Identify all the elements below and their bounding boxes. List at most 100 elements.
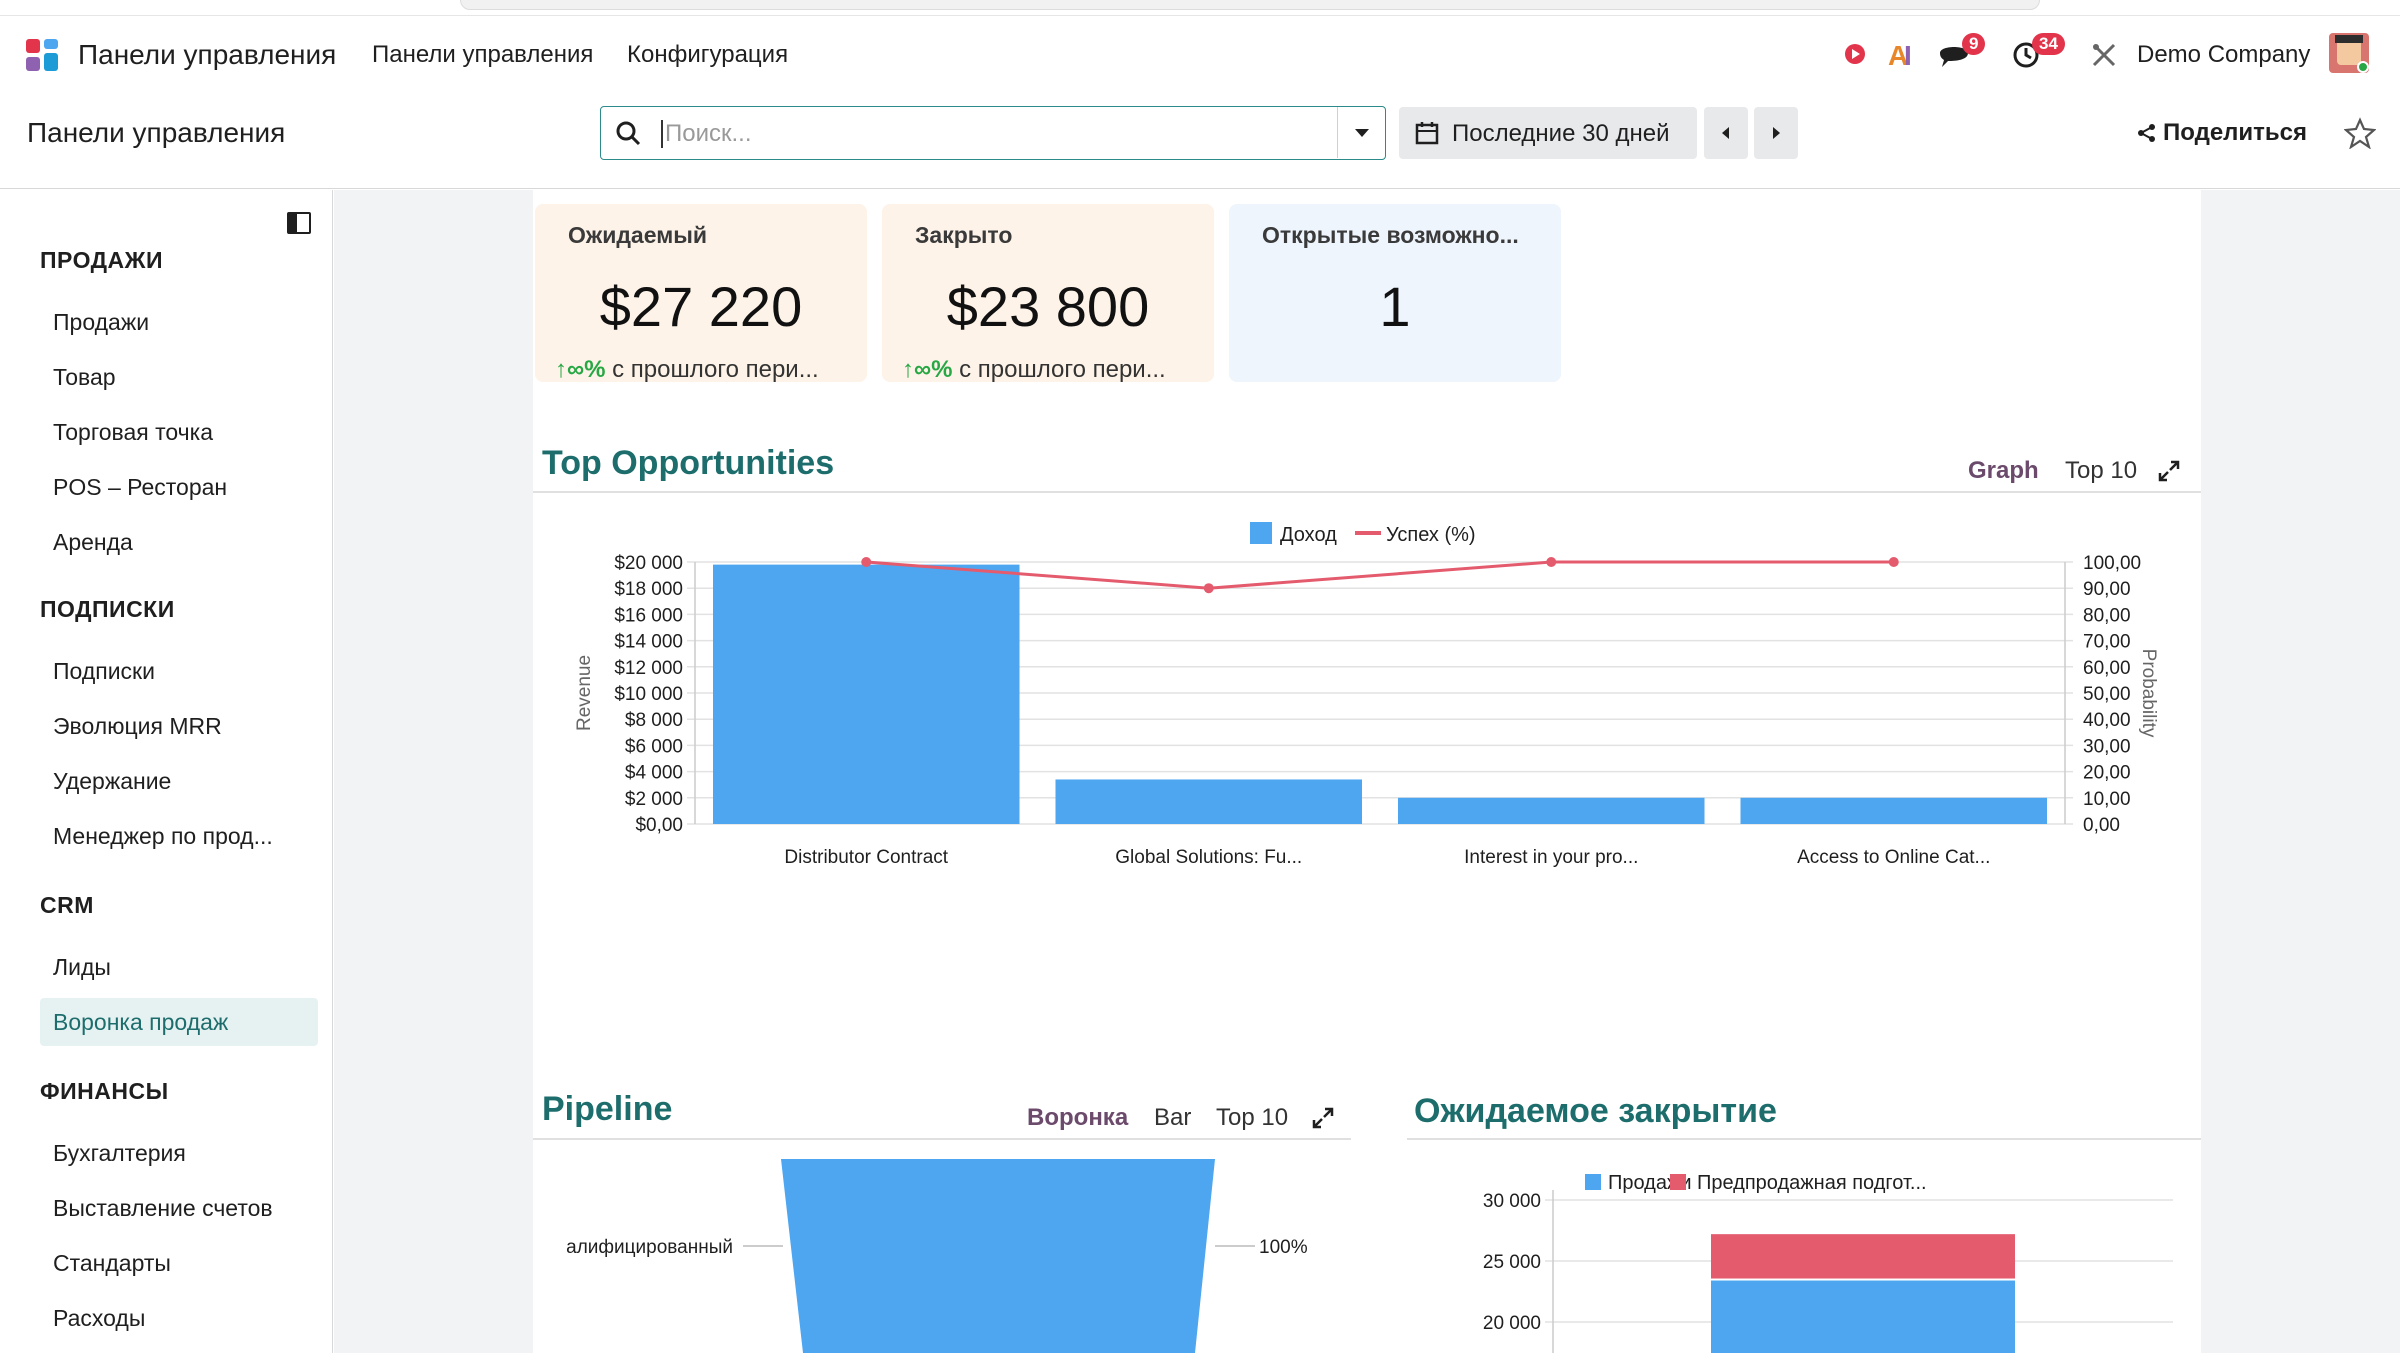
top-opportunities-chart[interactable]: $0,00 $2 000 $4 000 $6 000 $8 000 $10 000 $12 … bbox=[533, 512, 2201, 912]
y-tick-label: 20 000 bbox=[1483, 1313, 1541, 1334]
sidebar-item-invoicing[interactable]: Выставление счетов bbox=[53, 1195, 273, 1221]
company-switcher[interactable]: Demo Company bbox=[2137, 41, 2311, 68]
record-icon[interactable] bbox=[1843, 42, 1867, 66]
dashboard-main: Ожидаемый $27 220 ↑∞% с прошлого пери...… bbox=[334, 190, 2400, 1353]
ai-icon[interactable]: A I bbox=[1888, 39, 1920, 69]
menu-dashboards[interactable]: Панели управления bbox=[372, 41, 594, 68]
sidebar-section-sales: ПРОДАЖИ bbox=[40, 247, 163, 273]
view-bar-button[interactable]: Bar bbox=[1154, 1104, 1192, 1131]
sidebar-toggle-icon[interactable] bbox=[287, 212, 311, 234]
user-avatar[interactable] bbox=[2329, 33, 2369, 73]
date-filter-button[interactable]: Последние 30 дней bbox=[1399, 107, 1697, 159]
sidebar-item-expenses[interactable]: Расходы bbox=[53, 1305, 146, 1331]
share-icon bbox=[2138, 124, 2155, 142]
activities-clock-icon[interactable] bbox=[2012, 41, 2040, 69]
y2-tick-label: 80,00 bbox=[2083, 605, 2131, 626]
favorite-star-icon[interactable] bbox=[2344, 117, 2376, 149]
y-tick-label: $2 000 bbox=[625, 789, 683, 810]
sidebar-item-sales[interactable]: Продажи bbox=[53, 309, 150, 335]
top-10-button[interactable]: Top 10 bbox=[2065, 457, 2138, 484]
apps-menu-icon[interactable] bbox=[24, 37, 62, 75]
search-bar[interactable]: Поиск... bbox=[600, 106, 1386, 160]
section-divider bbox=[533, 1138, 1351, 1140]
kpi-delta: ↑∞% с прошлого пери... bbox=[555, 356, 819, 384]
expand-icon[interactable] bbox=[2158, 460, 2180, 482]
sidebar-item-standards[interactable]: Стандарты bbox=[53, 1250, 171, 1276]
legend-label-probability: Успех (%) bbox=[1386, 524, 1476, 546]
search-icon bbox=[616, 121, 641, 146]
messages-icon[interactable] bbox=[1938, 41, 1970, 69]
share-button[interactable]: Поделиться bbox=[2137, 119, 2307, 147]
y-tick-label: $0,00 bbox=[635, 815, 683, 836]
expand-icon[interactable] bbox=[1312, 1107, 1334, 1129]
legend-swatch-revenue bbox=[1250, 522, 1272, 544]
sidebar-item-mrr-evolution[interactable]: Эволюция MRR bbox=[53, 713, 222, 739]
kpi-title: Открытые возможно... bbox=[1262, 222, 1519, 248]
sidebar-item-retention[interactable]: Удержание bbox=[53, 768, 172, 794]
line-probability bbox=[866, 560, 1894, 590]
pipeline-funnel-chart[interactable]: алифицированный 100% bbox=[533, 1150, 1351, 1353]
sidebar-item-sales-manager[interactable]: Менеджер по прод... bbox=[53, 823, 273, 849]
sidebar-item-pos-restaurant[interactable]: POS – Ресторан bbox=[53, 474, 228, 500]
previous-period-button[interactable] bbox=[1704, 107, 1748, 159]
sidebar-item-pipeline[interactable]: Воронка продаж bbox=[40, 998, 318, 1046]
next-period-button[interactable] bbox=[1754, 107, 1798, 159]
kpi-delta-text: с прошлого пери... bbox=[612, 356, 819, 383]
y2-tick-label: 10,00 bbox=[2083, 789, 2131, 810]
x-tick-label: Distributor Contract bbox=[784, 847, 948, 868]
funnel-stage-pct: 100% bbox=[1259, 1237, 1308, 1258]
sidebar-item-rental[interactable]: Аренда bbox=[53, 529, 133, 555]
caret-down-icon bbox=[1355, 129, 1369, 137]
y2-tick-label: 90,00 bbox=[2083, 579, 2131, 600]
sidebar-item-leads[interactable]: Лиды bbox=[53, 954, 111, 980]
section-title-expected-closing: Ожидаемое закрытие bbox=[1414, 1092, 1777, 1130]
tools-icon[interactable] bbox=[2091, 42, 2117, 68]
y-tick-label: $12 000 bbox=[614, 658, 683, 679]
date-filter-label: Последние 30 дней bbox=[1452, 120, 1670, 147]
search-input[interactable]: Поиск... bbox=[661, 120, 752, 148]
menu-configuration[interactable]: Конфигурация bbox=[627, 41, 789, 68]
view-graph-button[interactable]: Graph bbox=[1968, 457, 2039, 484]
point-probability bbox=[861, 557, 872, 567]
point-probability bbox=[1203, 583, 1214, 594]
kpi-card-closed[interactable]: Закрыто $23 800 ↑∞% с прошлого пери... bbox=[882, 204, 1214, 383]
y2-tick-label: 50,00 bbox=[2083, 684, 2131, 705]
top-10-button[interactable]: Top 10 bbox=[1216, 1104, 1289, 1131]
address-bar[interactable] bbox=[460, 0, 2040, 10]
svg-text:I: I bbox=[1904, 40, 1912, 69]
bar-revenue bbox=[713, 564, 1020, 824]
bar-revenue bbox=[1055, 779, 1362, 824]
app-title[interactable]: Панели управления bbox=[78, 39, 337, 70]
x-tick-label: Interest in your pro... bbox=[1464, 847, 1638, 868]
sidebar-section-subscriptions: ПОДПИСКИ bbox=[40, 596, 175, 622]
caret-right-icon bbox=[1773, 127, 1780, 139]
messages-badge: 9 bbox=[1962, 33, 1986, 55]
legend-label-revenue: Доход bbox=[1280, 524, 1337, 546]
view-funnel-button[interactable]: Воронка bbox=[1027, 1104, 1129, 1131]
calendar-icon bbox=[1415, 122, 1439, 145]
y-tick-label: $10 000 bbox=[614, 684, 683, 705]
kpi-card-expected[interactable]: Ожидаемый $27 220 ↑∞% с прошлого пери... bbox=[535, 204, 867, 384]
y-tick-label: $6 000 bbox=[625, 736, 683, 757]
y2-tick-label: 40,00 bbox=[2083, 710, 2131, 731]
kpi-value: $23 800 bbox=[946, 275, 1150, 338]
bar-revenue bbox=[1398, 797, 1705, 824]
sidebar-item-product[interactable]: Товар bbox=[53, 364, 116, 390]
kpi-delta-pct: ∞% bbox=[567, 356, 606, 383]
y-tick-label: 25 000 bbox=[1483, 1252, 1541, 1273]
point-probability bbox=[1546, 557, 1557, 567]
control-panel: Панели управления Поиск... Последние 30 … bbox=[0, 91, 2400, 189]
kpi-value: 1 bbox=[1379, 275, 1411, 338]
y2-tick-label: 20,00 bbox=[2083, 763, 2131, 784]
sidebar-section-finance: ФИНАНСЫ bbox=[40, 1078, 169, 1104]
sidebar-item-subscriptions[interactable]: Подписки bbox=[53, 658, 155, 684]
search-options-toggle[interactable] bbox=[1337, 107, 1385, 158]
sidebar-item-accounting[interactable]: Бухгалтерия bbox=[53, 1140, 186, 1166]
svg-text:A: A bbox=[1888, 40, 1908, 69]
kpi-title: Ожидаемый bbox=[568, 222, 708, 248]
kpi-card-open-opportunities[interactable]: Открытые возможно... 1 bbox=[1229, 204, 1561, 382]
sidebar-item-pos[interactable]: Торговая точка bbox=[53, 419, 214, 445]
section-title-top-opportunities: Top Opportunities bbox=[542, 444, 835, 482]
kpi-value: $27 220 bbox=[599, 275, 803, 338]
